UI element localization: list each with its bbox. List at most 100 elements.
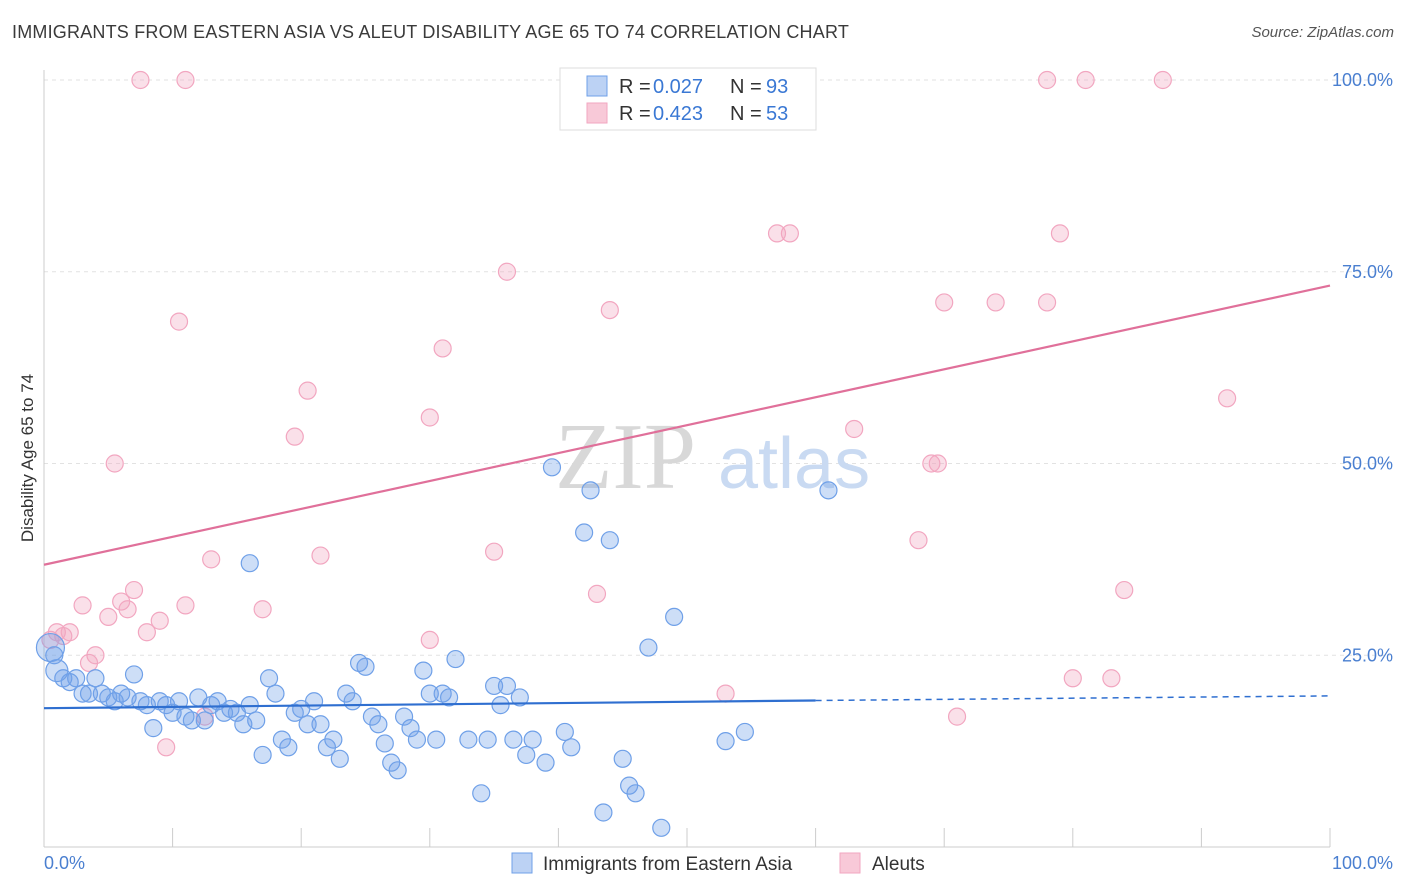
eastern-asia-point-57 (401, 719, 420, 738)
aleut-point-49 (1037, 70, 1057, 90)
eastern-asia-point-61 (427, 730, 446, 749)
eastern-asia-point-55 (388, 761, 407, 780)
eastern-asia-point-91 (819, 481, 838, 500)
eastern-asia-point-86 (639, 638, 658, 657)
bottom-legend-swatch-aleuts (839, 852, 861, 874)
aleut-point-21 (298, 381, 317, 400)
eastern-asia-point-7 (79, 684, 99, 703)
x-tick-label-min: 0.0% (44, 853, 85, 873)
aleut-point-34 (922, 454, 941, 473)
eastern-asia-point-50 (356, 657, 375, 676)
aleut-point-44 (1218, 389, 1237, 408)
y-tick-label-75: 75.0% (1342, 262, 1393, 282)
series-legend: Immigrants from Eastern Asia Aleuts (511, 852, 925, 875)
aleut-point-15 (169, 312, 189, 331)
eastern-asia-point-38 (279, 738, 298, 757)
aleut-point-16 (176, 596, 195, 615)
eastern-asia-point-48 (343, 692, 362, 711)
legend-r-value-2: 0.423 (653, 103, 703, 125)
eastern-asia-point-78 (562, 738, 581, 757)
aleut-point-18 (202, 550, 221, 569)
source-label: Source: ZipAtlas.com (1251, 24, 1394, 41)
eastern-asia-point-76 (542, 458, 562, 477)
watermark-atlas: atlas (718, 424, 870, 504)
grid-lines (44, 79, 1390, 656)
eastern-asia-point-17 (144, 719, 163, 738)
aleut-point-27 (587, 584, 607, 603)
eastern-asia-point-88 (665, 607, 684, 627)
aleut-point-35 (928, 454, 947, 473)
aleut-point-10 (118, 600, 137, 619)
legend-r-label-2: R = (619, 103, 651, 125)
eastern-asia-point-5 (67, 669, 86, 688)
eastern-asia-point-90 (735, 722, 754, 742)
aleut-point-46 (176, 70, 195, 90)
eastern-asia-point-56 (394, 707, 414, 726)
watermark-zip: ZIP (555, 405, 696, 509)
eastern-asia-point-63 (439, 688, 459, 707)
eastern-asia-point-58 (407, 730, 427, 749)
aleut-points (41, 70, 1237, 757)
aleut-point-30 (767, 224, 787, 243)
legend-r-value-1: 0.027 (653, 76, 703, 98)
y-tick-labels: 25.0% 50.0% 75.0% 100.0% (1332, 70, 1393, 665)
aleut-point-12 (137, 623, 156, 642)
y-tick-label-100: 100.0% (1332, 70, 1393, 90)
aleut-point-50 (1076, 70, 1095, 90)
x-tick-label-max: 100.0% (1332, 853, 1393, 873)
eastern-asia-point-41 (298, 715, 317, 734)
eastern-asia-point-89 (716, 732, 735, 751)
legend-r-label-1: R = (619, 76, 651, 98)
legend-n-label-1: N = (730, 76, 762, 98)
aleut-point-8 (105, 454, 124, 473)
aleut-point-14 (157, 738, 176, 757)
eastern-asia-point-42 (304, 692, 324, 711)
eastern-asia-point-65 (459, 730, 478, 749)
aleut-point-38 (986, 293, 1005, 312)
aleut-point-20 (285, 427, 304, 446)
eastern-asia-point-79 (575, 523, 594, 542)
eastern-asia-point-23 (182, 711, 201, 730)
eastern-asia-point-14 (124, 665, 144, 684)
aleut-point-37 (947, 707, 967, 726)
aleut-point-6 (86, 646, 105, 665)
aleut-point-32 (845, 419, 864, 439)
aleut-point-52 (420, 630, 439, 650)
eastern-asia-point-83 (613, 749, 632, 768)
eastern-asia-point-80 (581, 481, 600, 500)
eastern-asia-point-75 (536, 753, 555, 772)
bottom-legend-label-aleuts: Aleuts (872, 854, 925, 875)
eastern-asia-point-35 (259, 669, 279, 688)
legend-swatch-aleuts (586, 102, 608, 124)
eastern-asia-point-81 (594, 803, 613, 822)
aleut-point-22 (311, 546, 330, 565)
aleut-point-7 (99, 607, 118, 627)
aleut-point-4 (73, 596, 92, 615)
eastern-asia-point-59 (414, 661, 433, 680)
eastern-asia-point-21 (169, 692, 189, 711)
eastern-asia-point-77 (555, 722, 574, 742)
aleut-point-45 (131, 70, 150, 90)
aleut-point-39 (1037, 293, 1057, 312)
eastern-asia-point-34 (253, 745, 272, 765)
eastern-asia-point-25 (195, 711, 214, 730)
eastern-asia-points (35, 458, 838, 837)
eastern-asia-point-45 (324, 730, 343, 749)
eastern-asia-point-46 (330, 749, 349, 768)
eastern-asia-point-60 (420, 684, 439, 703)
legend-n-value-2: 53 (766, 103, 788, 125)
eastern-asia-point-69 (491, 696, 510, 715)
eastern-asia-point-73 (517, 745, 536, 765)
eastern-asia-point-66 (472, 784, 491, 803)
aleut-point-42 (1102, 669, 1121, 688)
bottom-legend-swatch-eastern-asia (511, 852, 533, 874)
correlation-legend: R = 0.027 N = 93 R = 0.423 N = 53 (559, 67, 817, 131)
aleut-point-11 (124, 580, 144, 600)
aleut-point-19 (253, 600, 272, 619)
eastern-asia-trend-line (43, 699, 816, 710)
trend-lines (43, 284, 1331, 710)
legend-n-label-2: N = (730, 103, 762, 125)
eastern-asia-point-72 (510, 688, 529, 707)
eastern-asia-point-33 (247, 711, 266, 730)
eastern-asia-point-92 (240, 554, 259, 573)
